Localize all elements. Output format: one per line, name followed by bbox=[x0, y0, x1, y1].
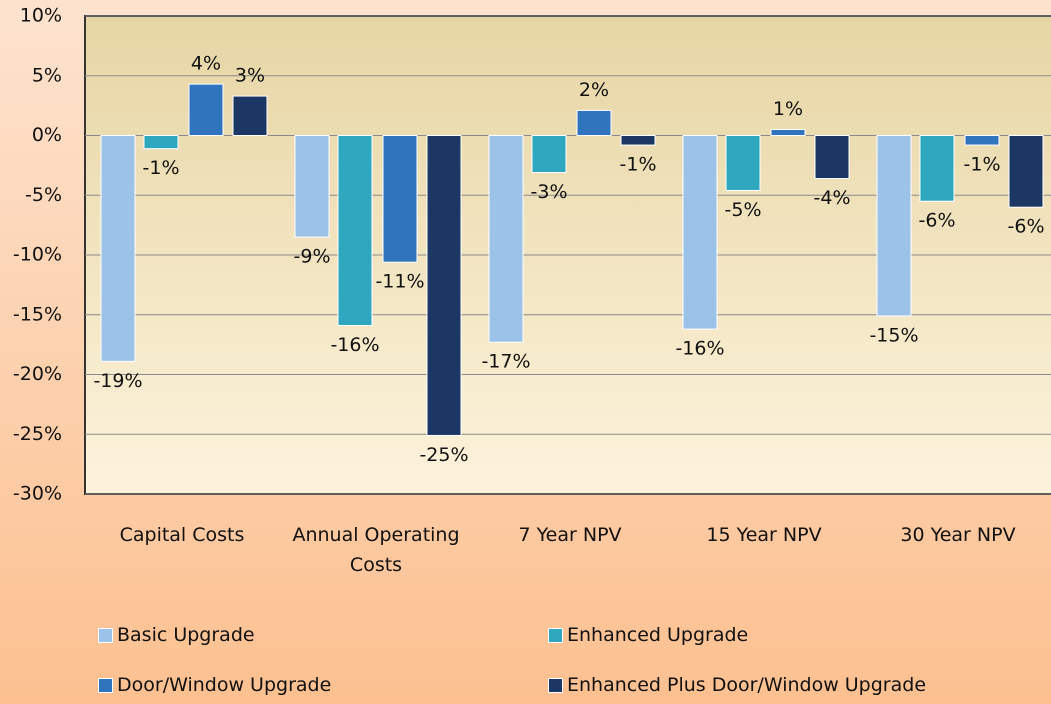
legend-swatch bbox=[548, 627, 563, 643]
data-label: 1% bbox=[773, 98, 803, 120]
legend-item: Door/Window Upgrade bbox=[98, 674, 331, 696]
data-label: -17% bbox=[481, 351, 530, 373]
data-label: -25% bbox=[419, 444, 468, 466]
data-label: -19% bbox=[93, 370, 142, 392]
bar bbox=[232, 95, 268, 137]
bar bbox=[770, 129, 806, 136]
bar bbox=[143, 135, 179, 150]
data-label: -16% bbox=[330, 334, 379, 356]
bar bbox=[876, 135, 912, 317]
y-tick-label: -15% bbox=[13, 303, 62, 325]
data-label: -4% bbox=[814, 187, 851, 209]
bar bbox=[294, 135, 330, 238]
legend-label: Door/Window Upgrade bbox=[117, 674, 332, 696]
bar bbox=[682, 135, 718, 330]
bar bbox=[964, 135, 1000, 146]
x-tick-label: 15 Year NPV bbox=[706, 524, 822, 546]
y-tick-label: -5% bbox=[25, 184, 62, 206]
data-label: 4% bbox=[191, 53, 221, 75]
bar bbox=[188, 83, 224, 136]
y-tick-label: -20% bbox=[13, 363, 62, 385]
y-tick-label: -30% bbox=[13, 483, 62, 505]
data-label: -1% bbox=[143, 157, 180, 179]
bar bbox=[100, 135, 136, 362]
data-label: 3% bbox=[235, 65, 265, 87]
bar bbox=[1008, 135, 1044, 208]
bar bbox=[725, 135, 761, 191]
bar bbox=[576, 109, 612, 136]
data-label: -1% bbox=[620, 154, 657, 176]
data-label: 2% bbox=[579, 79, 609, 101]
x-tick-label: 7 Year NPV bbox=[518, 524, 622, 546]
bar bbox=[531, 135, 567, 174]
data-label: -3% bbox=[531, 181, 568, 203]
y-tick-label: -25% bbox=[13, 423, 62, 445]
legend-item: Basic Upgrade bbox=[98, 624, 255, 646]
bar bbox=[382, 135, 418, 263]
legend-swatch bbox=[548, 677, 563, 693]
legend-swatch bbox=[98, 627, 113, 643]
bar bbox=[426, 135, 462, 436]
data-label: -1% bbox=[964, 154, 1001, 176]
data-label: -11% bbox=[375, 271, 424, 293]
data-label: -6% bbox=[919, 210, 956, 232]
bar bbox=[488, 135, 524, 343]
data-label: -15% bbox=[869, 324, 918, 346]
x-tick-label: 30 Year NPV bbox=[900, 524, 1016, 546]
data-label: -9% bbox=[294, 246, 331, 268]
x-tick-label: Annual Operating Costs bbox=[292, 524, 460, 576]
bar bbox=[337, 135, 373, 327]
legend-item: Enhanced Upgrade bbox=[548, 624, 748, 646]
legend-item: Enhanced Plus Door/Window Upgrade bbox=[548, 674, 926, 696]
y-tick-label: -10% bbox=[13, 244, 62, 266]
bar bbox=[919, 135, 955, 202]
x-tick-label: Capital Costs bbox=[119, 524, 245, 546]
y-tick-label: 10% bbox=[20, 5, 62, 27]
data-label: -6% bbox=[1008, 216, 1045, 238]
data-label: -16% bbox=[675, 338, 724, 360]
y-tick-label: 5% bbox=[32, 64, 62, 86]
y-tick-label: 0% bbox=[32, 124, 62, 146]
data-label: -5% bbox=[725, 199, 762, 221]
legend-label: Enhanced Upgrade bbox=[567, 624, 749, 646]
legend-label: Basic Upgrade bbox=[117, 624, 255, 646]
legend-label: Enhanced Plus Door/Window Upgrade bbox=[567, 674, 927, 696]
bar bbox=[620, 135, 656, 146]
legend-swatch bbox=[98, 677, 113, 693]
bar bbox=[814, 135, 850, 180]
